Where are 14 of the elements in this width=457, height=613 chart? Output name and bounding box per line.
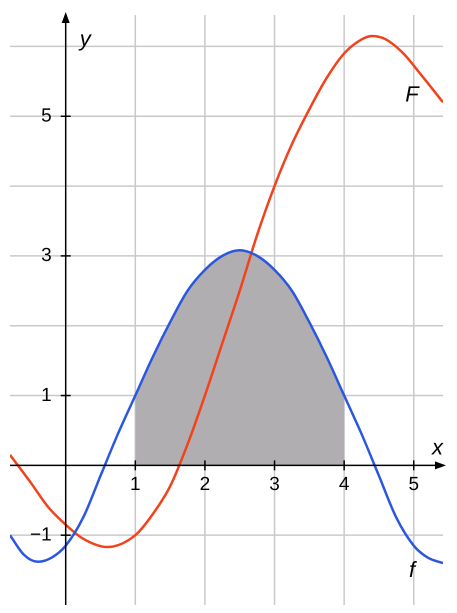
x-tick-label: 2 (200, 474, 210, 496)
y-tick-label: 5 (41, 105, 52, 126)
x-tick-label: 4 (338, 474, 350, 496)
x-axis-title: x (431, 434, 444, 460)
y-axis-title: y (78, 26, 93, 52)
line-series (10, 34, 443, 548)
series-label: f (408, 557, 418, 582)
y-tick-label: −1 (30, 524, 52, 546)
x-tick-label: 5 (408, 474, 420, 496)
y-tick-label: 3 (41, 245, 52, 266)
series-label: F (405, 81, 420, 106)
y-tick-label: 1 (41, 384, 52, 406)
x-tick-label: 3 (269, 474, 280, 496)
x-tick-label: 1 (130, 474, 141, 496)
